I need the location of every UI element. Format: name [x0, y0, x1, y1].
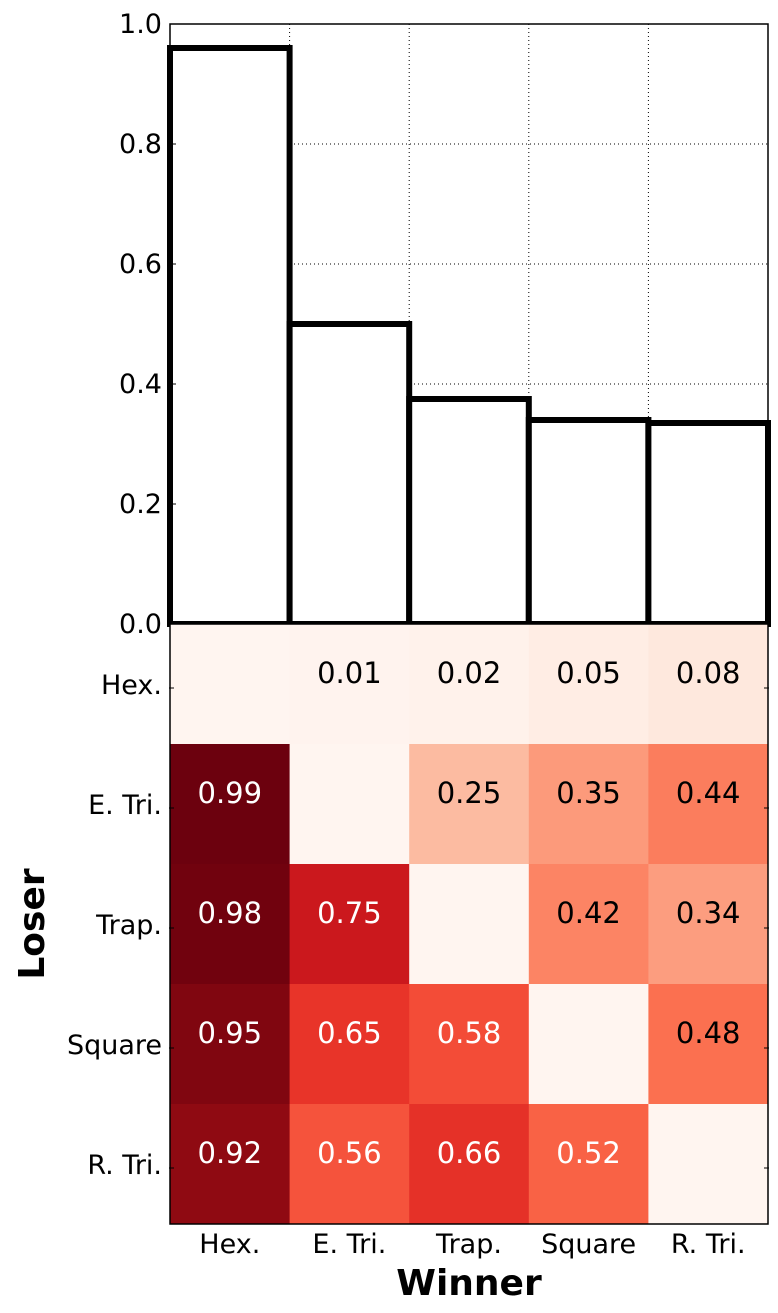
heatmap-cell-label: 0.75: [317, 896, 382, 930]
heatmap-cell: [289, 624, 410, 745]
heatmap-cell-label: 0.65: [317, 1016, 382, 1050]
heatmap-cell-label: 0.98: [198, 896, 263, 930]
heatmap: 0.01 0.02 0.05 0.08 0.99 0.25 0.35 0.44 0.98 0.75…: [67, 623, 769, 1260]
heatmap-cell: [528, 744, 649, 865]
y-tick-label: 0.8: [119, 129, 162, 160]
heatmap-cell: [289, 744, 410, 865]
heatmap-cell: [170, 1104, 291, 1225]
heatmap-cell-label: 0.08: [676, 656, 741, 690]
heatmap-cell: [648, 744, 769, 865]
heatmap-x-tick-label: Trap.: [435, 1229, 502, 1260]
heatmap-cell-label: 0.95: [198, 1016, 263, 1050]
heatmap-cell: [528, 624, 649, 745]
heatmap-y-tick-label: Trap.: [95, 910, 162, 941]
bar-chart: 0.0 0.2 0.4 0.6 0.8 1.0: [119, 9, 772, 640]
heatmap-cell: [409, 984, 530, 1105]
heatmap-cell-label: 0.05: [556, 656, 621, 690]
heatmap-cell: [289, 864, 410, 985]
heatmap-y-tick-label: E. Tri.: [88, 790, 162, 821]
heatmap-cell: [409, 744, 530, 865]
heatmap-cell-label: 0.01: [317, 656, 382, 690]
heatmap-cell: [528, 984, 649, 1105]
heatmap-cell: [409, 624, 530, 745]
y-tick-label: 0.4: [119, 369, 162, 400]
heatmap-cell-label: 0.52: [556, 1136, 621, 1170]
heatmap-cell: [409, 1104, 530, 1225]
heatmap-cell-label: 0.44: [676, 776, 741, 810]
heatmap-x-tick-label: Square: [541, 1229, 636, 1260]
heatmap-y-tick-label: Hex.: [101, 670, 162, 701]
heatmap-cell-label: 0.42: [556, 896, 621, 930]
heatmap-cell: [170, 624, 291, 745]
y-tick-label: 0.2: [119, 489, 162, 520]
heatmap-cell: [648, 984, 769, 1105]
y-tick-label: 0.0: [119, 609, 162, 640]
heatmap-cell: [289, 1104, 410, 1225]
bar-0: [167, 45, 293, 627]
heatmap-cell-label: 0.66: [437, 1136, 502, 1170]
heatmap-cell-label: 0.48: [676, 1016, 741, 1050]
heatmap-cell: [648, 624, 769, 745]
heatmap-cell-label: 0.35: [556, 776, 621, 810]
x-axis-label: Winner: [396, 1263, 542, 1304]
heatmap-y-tick-label: Square: [67, 1030, 162, 1061]
heatmap-cell: [289, 984, 410, 1105]
heatmap-x-tick-label: R. Tri.: [671, 1229, 746, 1260]
heatmap-cell: [170, 864, 291, 985]
heatmap-frame: [169, 623, 769, 1225]
y-axis-label: Loser: [12, 868, 53, 980]
heatmap-x-tick-label: E. Tri.: [312, 1229, 386, 1260]
heatmap-cell: [170, 984, 291, 1105]
heatmap-cell-label: 0.02: [437, 656, 502, 690]
heatmap-cell: [170, 744, 291, 865]
bar-4: [645, 420, 772, 627]
heatmap-cell-label: 0.99: [198, 776, 263, 810]
heatmap-cell: [648, 1104, 769, 1225]
bar-1: [286, 321, 413, 627]
heatmap-cell: [528, 1104, 649, 1225]
heatmap-cell-label: 0.34: [676, 896, 741, 930]
heatmap-cell: [648, 864, 769, 985]
heatmap-cell: [409, 864, 530, 985]
heatmap-cell-label: 0.58: [437, 1016, 502, 1050]
bar-3: [525, 417, 652, 627]
y-tick-label: 0.6: [119, 249, 162, 280]
heatmap-x-tick-label: Hex.: [199, 1229, 260, 1260]
y-tick-label: 1.0: [119, 9, 162, 40]
heatmap-cell: [528, 864, 649, 985]
heatmap-cell-label: 0.56: [317, 1136, 382, 1170]
heatmap-cell-label: 0.25: [437, 776, 502, 810]
heatmap-cell-label: 0.92: [198, 1136, 263, 1170]
heatmap-y-tick-label: R. Tri.: [87, 1150, 162, 1181]
bar-2: [406, 396, 532, 627]
